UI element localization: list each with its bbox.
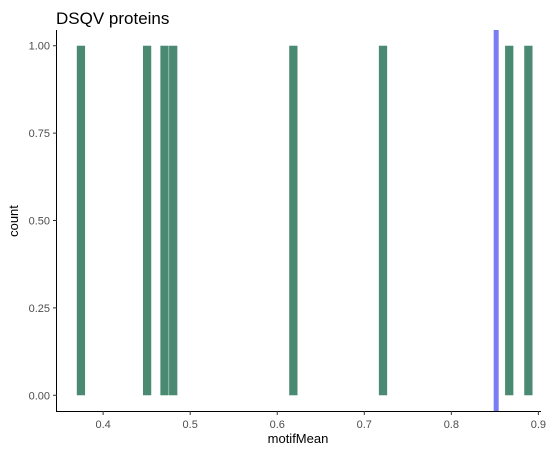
histogram-bar-8: [524, 46, 532, 396]
y-tick-label-1: 0.25: [29, 303, 50, 315]
histogram-bar-6: [379, 46, 387, 396]
x-ticks-group: 0.4 0.5 0.6 0.7 0.8 0.9: [95, 411, 546, 431]
chart-title: DSQV proteins: [56, 9, 169, 28]
x-tick-label-3: 0.7: [357, 419, 372, 431]
y-ticks-group: 0.00 0.25 0.50 0.75 1.00: [29, 41, 57, 403]
y-tick-label-2: 0.50: [29, 216, 50, 228]
histogram-bar-7: [505, 46, 513, 396]
histogram-bar-1: [77, 46, 85, 396]
bars-group: [77, 46, 533, 396]
x-axis-title: motifMean: [268, 431, 329, 446]
x-tick-label-4: 0.8: [444, 419, 459, 431]
histogram-bar-4: [169, 46, 177, 396]
y-tick-label-0: 0.00: [29, 390, 50, 402]
x-tick-label-1: 0.5: [183, 419, 198, 431]
y-tick-label-4: 1.00: [29, 41, 50, 53]
x-tick-label-2: 0.6: [270, 419, 285, 431]
histogram-bar-2: [143, 46, 151, 396]
y-axis-title: count: [6, 205, 21, 237]
x-tick-label-0: 0.4: [95, 419, 110, 431]
histogram-bar-5: [289, 46, 297, 396]
x-tick-label-5: 0.9: [531, 419, 546, 431]
histogram-bar-3: [160, 46, 168, 396]
y-tick-label-3: 0.75: [29, 128, 50, 140]
